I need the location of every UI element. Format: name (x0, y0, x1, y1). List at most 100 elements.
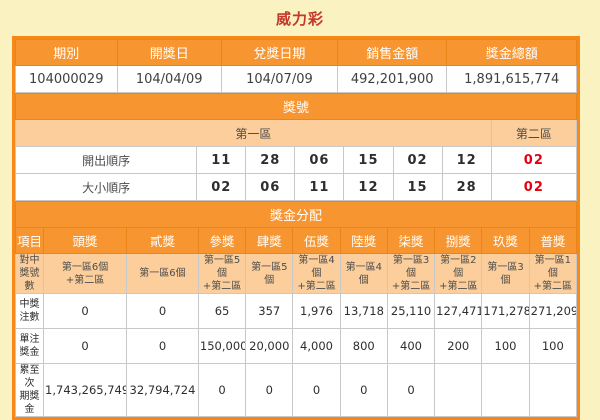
prize-distribution-table: 獎金分配 項目 頭獎 貳獎 參獎 肆獎 伍獎 陸獎 柒獎 捌獎 玖獎 普獎 對中… (14, 201, 578, 417)
value-draw-date: 104/04/09 (116, 65, 222, 93)
carryover-8th (434, 363, 483, 417)
drawn-number-zone2: 02 (490, 146, 578, 174)
sorted-number-2: 06 (245, 173, 296, 201)
value-sales-amount: 492,201,900 (336, 65, 448, 93)
header-period: 期別 (15, 39, 118, 66)
prize-amount-row: 單注 獎金 0 0 150,000 20,000 4,000 800 400 2… (14, 328, 578, 364)
value-redeem-date: 104/07/09 (220, 65, 339, 93)
header-draw-date: 開獎日 (116, 39, 222, 66)
match-rule-4th: 第一區5個 (245, 253, 294, 294)
header-prize-9th: 玖獎 (481, 227, 530, 254)
sorted-number-1: 02 (196, 173, 247, 201)
carryover-2nd: 32,794,724 (126, 363, 199, 417)
match-rule-3rd: 第一區5個 +第二區 (197, 253, 247, 294)
value-period: 104000029 (15, 65, 118, 93)
match-rule-6th: 第一區4個 (339, 253, 388, 294)
sorted-order-row: 大小順序 02 06 11 12 15 28 02 (14, 173, 578, 201)
winners-count-label: 中獎 注數 (14, 293, 45, 329)
drawn-number-5: 02 (392, 146, 443, 174)
sorted-order-label: 大小順序 (14, 173, 198, 201)
carryover-row: 累至次 期獎金 1,743,265,749 32,794,724 0 0 0 0… (14, 363, 578, 417)
carryover-1st: 1,743,265,749 (43, 363, 128, 417)
prize-section-title: 獎金分配 (15, 201, 577, 228)
match-rule-2nd: 第一區6個 (126, 253, 199, 294)
header-redeem-date: 兌獎日期 (220, 39, 339, 66)
prize-columns-header-row: 項目 頭獎 貳獎 參獎 肆獎 伍獎 陸獎 柒獎 捌獎 玖獎 普獎 (14, 227, 578, 254)
page-title: 威力彩 (275, 10, 324, 28)
winners-count-3rd: 65 (197, 293, 247, 329)
header-prize-8th: 捌獎 (434, 227, 483, 254)
drawn-order-label: 開出順序 (14, 146, 198, 174)
carryover-5th: 0 (292, 363, 341, 417)
prize-amount-6th: 800 (339, 328, 388, 364)
drawn-number-6: 12 (441, 146, 492, 174)
winners-count-normal: 271,209 (528, 293, 578, 329)
sorted-number-6: 28 (441, 173, 492, 201)
winners-count-8th: 127,471 (434, 293, 483, 329)
header-prize-2nd: 貳獎 (126, 227, 199, 254)
zone-header-row: 第一區 第二區 (15, 119, 578, 147)
drawn-order-row: 開出順序 11 28 06 15 02 12 02 (14, 146, 578, 174)
match-rule-1st: 第一區6個 +第二區 (43, 253, 128, 294)
winners-count-7th: 25,110 (386, 293, 436, 329)
header-prize-6th: 陸獎 (339, 227, 388, 254)
winners-count-4th: 357 (245, 293, 294, 329)
carryover-7th: 0 (386, 363, 436, 417)
winners-count-1st: 0 (43, 293, 128, 329)
draw-info-header-row: 期別 開獎日 兌獎日期 銷售金額 獎金總額 (15, 39, 577, 66)
drawn-number-3: 06 (294, 146, 345, 174)
prize-amount-8th: 200 (434, 328, 483, 364)
prize-amount-2nd: 0 (126, 328, 199, 364)
value-total-prize: 1,891,615,774 (446, 65, 577, 93)
zone1-label: 第一區 (15, 119, 492, 147)
drawn-number-4: 15 (343, 146, 394, 174)
match-rule-5th: 第一區4個 +第二區 (292, 253, 341, 294)
winners-count-2nd: 0 (126, 293, 199, 329)
prize-amount-normal: 100 (528, 328, 578, 364)
numbers-section-bar: 獎號 (15, 93, 577, 120)
prize-amount-3rd: 150,000 (197, 328, 247, 364)
winners-count-6th: 13,718 (339, 293, 388, 329)
winners-count-9th: 171,278 (481, 293, 530, 329)
draw-info-table: 期別 開獎日 兌獎日期 銷售金額 獎金總額 104000029 104/04/0… (15, 39, 577, 93)
zone2-label: 第二區 (490, 119, 578, 147)
carryover-normal (528, 363, 578, 417)
prize-section-bar: 獎金分配 (15, 201, 577, 228)
winning-numbers-table: 獎號 第一區 第二區 開出順序 11 28 06 15 02 12 02 大小順… (14, 93, 578, 201)
sorted-number-5: 15 (392, 173, 443, 201)
match-rule-8th: 第一區2個 +第二區 (434, 253, 483, 294)
prize-amount-5th: 4,000 (292, 328, 341, 364)
sorted-number-3: 11 (294, 173, 345, 201)
drawn-number-1: 11 (196, 146, 247, 174)
prize-amount-label: 單注 獎金 (14, 328, 45, 364)
draw-info-value-row: 104000029 104/04/09 104/07/09 492,201,90… (15, 65, 577, 93)
carryover-6th: 0 (339, 363, 388, 417)
header-item: 項目 (14, 227, 45, 254)
prize-amount-4th: 20,000 (245, 328, 294, 364)
prize-amount-7th: 400 (386, 328, 436, 364)
header-total-prize: 獎金總額 (446, 39, 577, 66)
sorted-number-zone2: 02 (490, 173, 578, 201)
match-rule-normal: 第一區1個 +第二區 (528, 253, 578, 294)
header-prize-4th: 肆獎 (245, 227, 294, 254)
match-rule-label: 對中 獎號數 (14, 253, 45, 294)
match-rule-9th: 第一區3個 (481, 253, 530, 294)
carryover-3rd: 0 (197, 363, 247, 417)
header-prize-normal: 普獎 (528, 227, 578, 254)
header-prize-3rd: 參獎 (197, 227, 247, 254)
match-rule-7th: 第一區3個 +第二區 (386, 253, 436, 294)
numbers-section-title: 獎號 (15, 93, 577, 120)
header-sales-amount: 銷售金額 (336, 39, 448, 66)
carryover-label: 累至次 期獎金 (14, 363, 45, 417)
carryover-4th: 0 (245, 363, 294, 417)
sorted-number-4: 12 (343, 173, 394, 201)
prize-amount-1st: 0 (43, 328, 128, 364)
header-prize-5th: 伍獎 (292, 227, 341, 254)
drawn-number-2: 28 (245, 146, 296, 174)
lottery-results-board: 期別 開獎日 兌獎日期 銷售金額 獎金總額 104000029 104/04/0… (12, 36, 580, 420)
header-prize-7th: 柒獎 (386, 227, 436, 254)
carryover-9th (481, 363, 530, 417)
header-prize-1st: 頭獎 (43, 227, 128, 254)
prize-amount-9th: 100 (481, 328, 530, 364)
winners-count-5th: 1,976 (292, 293, 341, 329)
